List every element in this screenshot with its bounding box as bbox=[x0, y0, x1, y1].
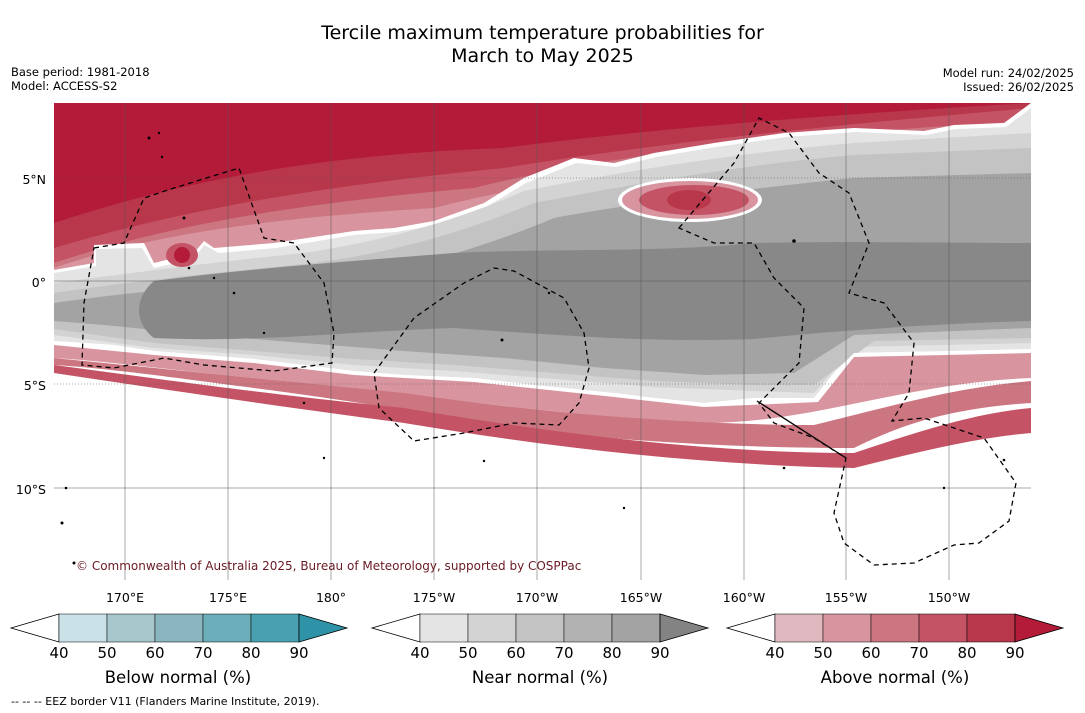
colorbar-tick-label: 80 bbox=[957, 644, 977, 662]
lon-label-150w: 150°W bbox=[927, 590, 971, 605]
colorbar-tick-label: 90 bbox=[289, 644, 309, 662]
meta-right: Model run: 24/02/2025 Issued: 26/02/2025 bbox=[943, 66, 1074, 94]
colorbar-tick-label: 60 bbox=[861, 644, 881, 662]
colorbar-low-extension bbox=[725, 613, 776, 643]
colorbar-segment bbox=[419, 613, 469, 643]
colorbar-tick-label: 40 bbox=[765, 644, 785, 662]
colorbar-near-normal bbox=[370, 613, 710, 643]
lon-label-180: 180° bbox=[315, 590, 347, 605]
colorbar-title-near: Near normal (%) bbox=[471, 668, 609, 687]
colorbar-segment bbox=[154, 613, 204, 643]
colorbar-segment bbox=[611, 613, 661, 643]
colorbar-below-normal bbox=[9, 613, 349, 643]
lon-label-160w: 160°W bbox=[722, 590, 766, 605]
lon-label-165w: 165°W bbox=[619, 590, 663, 605]
islands bbox=[60, 131, 1006, 565]
colorbar-tick-label: 80 bbox=[602, 644, 622, 662]
colorbars-svg bbox=[9, 613, 1065, 643]
probability-map[interactable]: © Commonwealth of Australia 2025, Bureau… bbox=[54, 103, 1031, 580]
lat-label-10s: 10°S bbox=[15, 482, 46, 497]
colorbar-segment bbox=[106, 613, 156, 643]
colorbar-segment bbox=[250, 613, 300, 643]
colorbar-tick-label: 70 bbox=[554, 644, 574, 662]
colorbar-tick-label: 40 bbox=[49, 644, 69, 662]
south-band-50 bbox=[54, 345, 1031, 423]
solid-boundary bbox=[756, 400, 847, 459]
base-period: Base period: 1981-2018 bbox=[11, 65, 150, 79]
above-blob-80 bbox=[667, 190, 711, 210]
above-spot-90 bbox=[174, 247, 190, 263]
colorbar-segment bbox=[870, 613, 920, 643]
lon-label-175e: 175°E bbox=[208, 590, 247, 605]
colorbar-tick-label: 90 bbox=[1005, 644, 1025, 662]
colorbar-low-extension bbox=[370, 613, 421, 643]
map-svg bbox=[54, 103, 1031, 580]
lat-label-5n: 5°N bbox=[22, 172, 46, 187]
colorbar-tick-label: 90 bbox=[650, 644, 670, 662]
colorbar-segment bbox=[515, 613, 565, 643]
colorbar-segment bbox=[822, 613, 872, 643]
chart-title: Tercile maximum temperature probabilitie… bbox=[0, 22, 1085, 68]
colorbar-tick-label: 50 bbox=[97, 644, 117, 662]
colorbar-segment bbox=[467, 613, 517, 643]
colorbar-segment bbox=[563, 613, 613, 643]
near-normal-boundary-south bbox=[54, 341, 1031, 407]
colorbar-title-above: Above normal (%) bbox=[820, 668, 970, 687]
colorbar-tick-label: 50 bbox=[813, 644, 833, 662]
issued-date: Issued: 26/02/2025 bbox=[963, 80, 1074, 94]
colorbar-tick-label: 50 bbox=[458, 644, 478, 662]
title-line-1: Tercile maximum temperature probabilitie… bbox=[321, 22, 764, 44]
colorbar-tick-label: 40 bbox=[410, 644, 430, 662]
copyright-notice: © Commonwealth of Australia 2025, Bureau… bbox=[76, 559, 582, 573]
colorbar-segment bbox=[202, 613, 252, 643]
lon-label-175w: 175°W bbox=[412, 590, 456, 605]
model-name: Model: ACCESS-S2 bbox=[11, 79, 118, 93]
lon-label-170e: 170°E bbox=[105, 590, 144, 605]
south-band-60 bbox=[54, 358, 1031, 448]
colorbar-above-normal bbox=[725, 613, 1065, 643]
model-run: Model run: 24/02/2025 bbox=[942, 66, 1074, 80]
colorbar-segment bbox=[58, 613, 108, 643]
eez-borders bbox=[81, 117, 1017, 566]
near-normal-80 bbox=[139, 242, 1031, 341]
colorbar-tick-label: 60 bbox=[145, 644, 165, 662]
colorbar-tick-label: 80 bbox=[241, 644, 261, 662]
colorbar-tick-label: 70 bbox=[909, 644, 929, 662]
meta-left: Base period: 1981-2018 Model: ACCESS-S2 bbox=[11, 65, 150, 93]
title-line-2: March to May 2025 bbox=[451, 45, 634, 67]
colorbar-tick-label: 70 bbox=[193, 644, 213, 662]
lat-label-5s: 5°S bbox=[23, 378, 46, 393]
colorbar-segment bbox=[918, 613, 968, 643]
lat-label-0: 0° bbox=[31, 275, 46, 290]
lon-label-155w: 155°W bbox=[824, 590, 868, 605]
lon-label-170w: 170°W bbox=[515, 590, 559, 605]
colorbar-high-extension bbox=[298, 613, 349, 643]
colorbar-low-extension bbox=[9, 613, 60, 643]
eez-footnote: -- -- -- EEZ border V11 (Flanders Marine… bbox=[11, 695, 320, 708]
colorbar-high-extension bbox=[1014, 613, 1065, 643]
colorbar-segment bbox=[966, 613, 1016, 643]
colorbar-high-extension bbox=[659, 613, 710, 643]
gridlines bbox=[54, 103, 1031, 580]
colorbar-tick-label: 60 bbox=[506, 644, 526, 662]
colorbar-title-below: Below normal (%) bbox=[104, 668, 252, 687]
colorbar-segment bbox=[774, 613, 824, 643]
